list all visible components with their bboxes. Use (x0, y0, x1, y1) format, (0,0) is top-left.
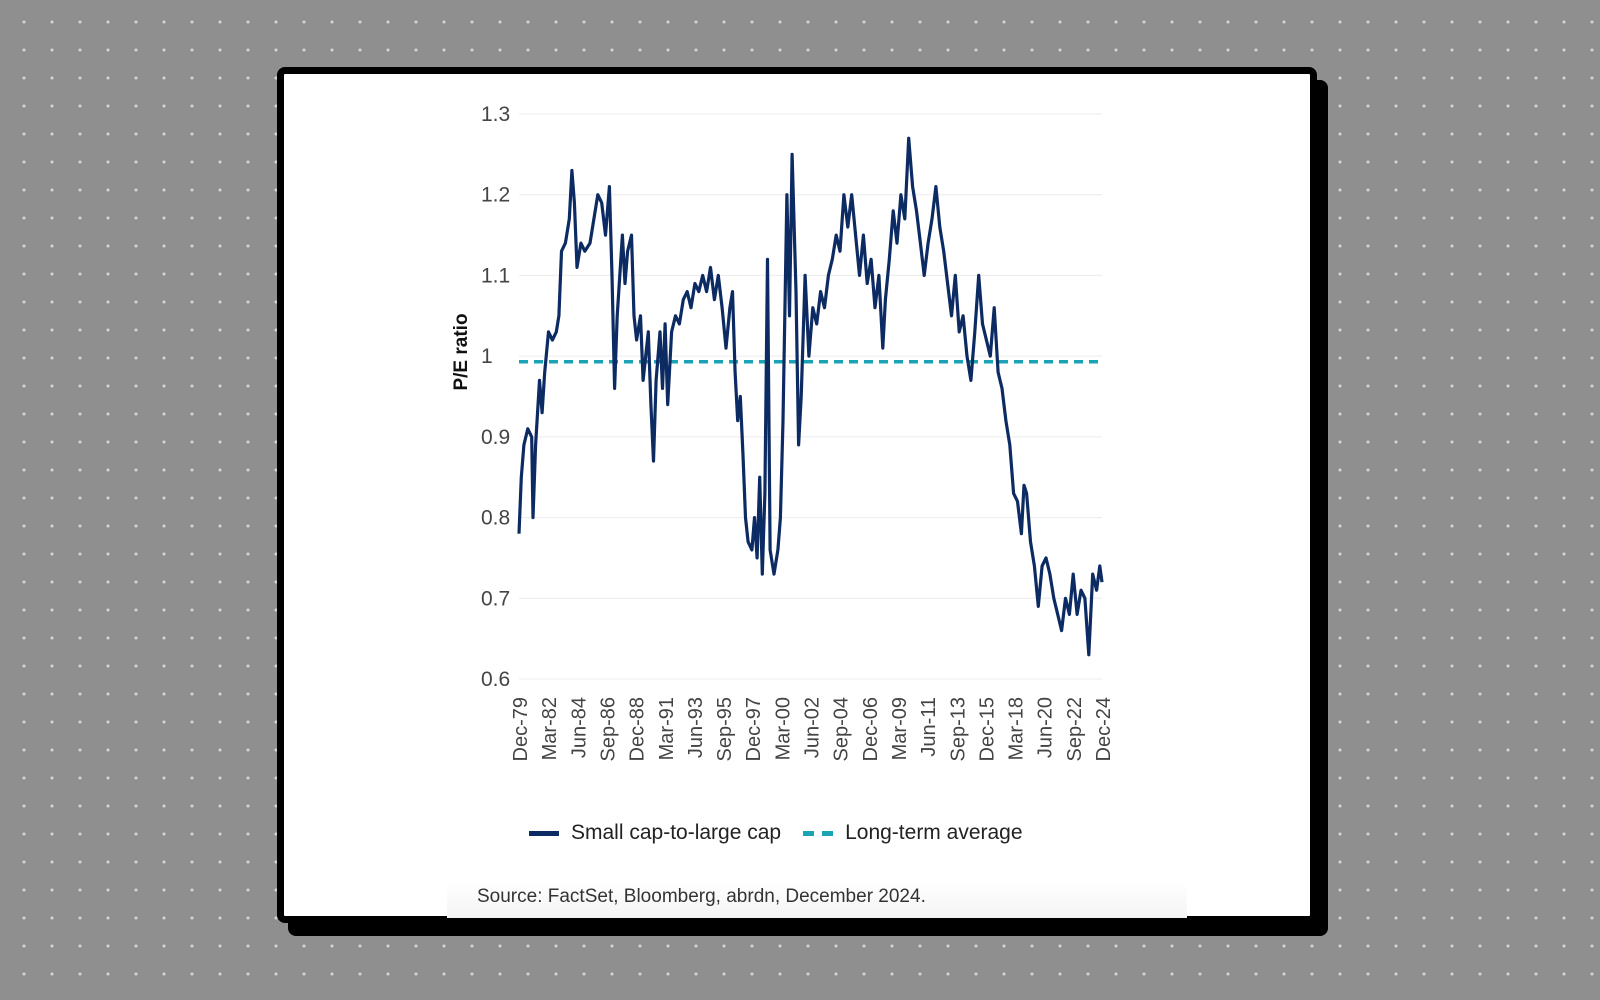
x-tick-label: Mar-91 (656, 697, 678, 760)
x-tick-label: Mar-82 (539, 697, 561, 760)
x-tick-label: Jun-02 (802, 697, 824, 758)
series-group (517, 136, 1104, 657)
y-tick-label: 1.3 (481, 103, 510, 126)
gridlines (519, 113, 1102, 680)
x-axis-ticks: Dec-79 Mar-82 Jun-84 Sep-86 Dec-88 Mar-91 Jun-… (510, 697, 1115, 762)
y-tick-label: 1.1 (481, 264, 510, 287)
y-tick-label: 1.2 (481, 184, 510, 207)
source-note: Source: FactSet, Bloomberg, abrdn, Decem… (447, 882, 1187, 918)
x-tick-label: Sep-04 (831, 697, 853, 762)
x-tick-label: Dec-79 (510, 697, 532, 761)
pe-ratio-chart: 0.6 0.7 0.8 0.9 1 1.1 1.2 1.3 P/E ratio Dec-79 M… (451, 103, 1115, 762)
x-tick-label: Jun-93 (685, 697, 707, 758)
x-tick-label: Dec-06 (860, 697, 882, 761)
small-cap-to-large-cap-line (517, 136, 1104, 657)
chart-card: 0.6 0.7 0.8 0.9 1 1.1 1.2 1.3 P/E ratio Dec-79 M… (277, 67, 1317, 923)
x-tick-label: Dec-88 (627, 697, 649, 761)
legend-swatch-dashed (803, 830, 834, 836)
legend: Small cap-to-large cap Long-term average (529, 818, 1045, 848)
legend-item-long-term-average: Long-term average (803, 821, 1023, 845)
x-tick-label: Sep-13 (947, 697, 969, 762)
x-tick-label: Mar-09 (889, 697, 911, 760)
y-tick-label: 0.6 (481, 668, 510, 691)
x-tick-label: Sep-22 (1064, 697, 1086, 762)
x-tick-label: Sep-95 (714, 697, 736, 762)
y-axis-ticks: 0.6 0.7 0.8 0.9 1 1.1 1.2 1.3 (481, 103, 510, 691)
y-axis-label: P/E ratio (451, 313, 472, 390)
legend-swatch-solid (529, 830, 559, 836)
legend-label-small-cap: Small cap-to-large cap (571, 821, 782, 844)
x-tick-label: Jun-20 (1035, 697, 1057, 758)
y-tick-label: 0.9 (481, 426, 510, 449)
x-tick-label: Sep-86 (597, 697, 619, 762)
y-tick-label: 1 (481, 345, 493, 368)
y-tick-label: 0.7 (481, 587, 510, 610)
x-tick-label: Jun-11 (918, 697, 940, 757)
x-tick-label: Dec-15 (976, 697, 998, 761)
x-tick-label: Mar-00 (772, 697, 794, 760)
x-tick-label: Dec-97 (743, 697, 765, 761)
x-tick-label: Dec-24 (1093, 697, 1115, 761)
x-tick-label: Jun-84 (568, 697, 590, 758)
x-tick-label: Mar-18 (1006, 697, 1028, 760)
legend-label-long-term-average: Long-term average (845, 821, 1023, 844)
legend-item-small-cap: Small cap-to-large cap (529, 821, 781, 845)
y-tick-label: 0.8 (481, 507, 510, 530)
